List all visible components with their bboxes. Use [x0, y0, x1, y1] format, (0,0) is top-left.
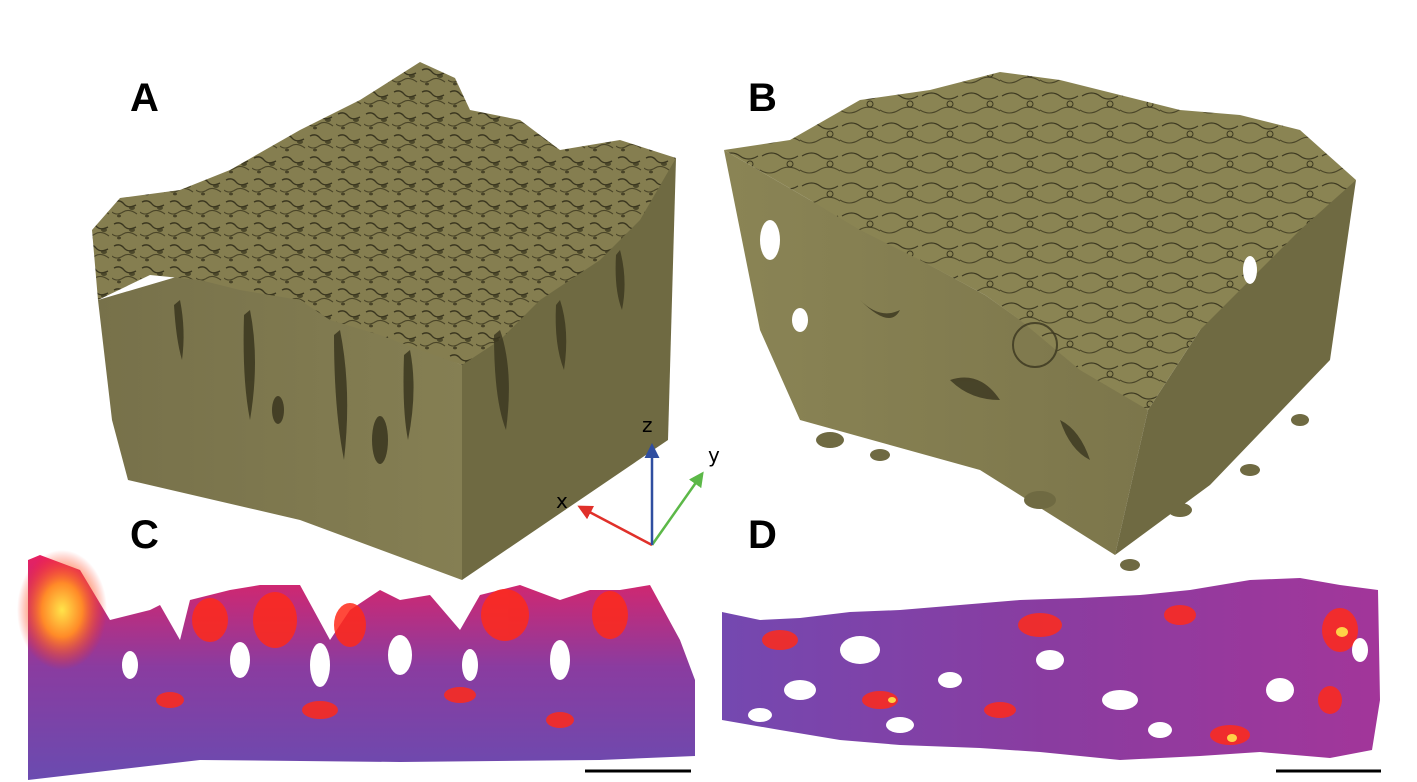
- panel-a-render: [92, 62, 676, 580]
- panel-a-left-face: [98, 270, 462, 580]
- x-axis-arrow: [577, 505, 653, 547]
- y-axis-label: y: [708, 443, 720, 467]
- panel-c-hotspot: [17, 550, 107, 670]
- panel-b-left-face: [724, 150, 1148, 555]
- panel-c-heatmap: [17, 550, 695, 780]
- axis-triad: x y z: [556, 413, 720, 547]
- panel-b-right-face: [1115, 180, 1356, 555]
- panel-a-top-surface: [92, 62, 676, 365]
- panel-label-d: D: [748, 513, 777, 557]
- panel-label-a: A: [130, 76, 159, 120]
- panel-b-render: [724, 72, 1356, 571]
- z-axis-label: z: [642, 413, 653, 437]
- panel-label-b: B: [748, 76, 777, 120]
- x-axis-label: x: [556, 489, 568, 513]
- panel-b-top-surface: [724, 72, 1356, 410]
- panel-label-c: C: [130, 513, 159, 557]
- panel-d-heatmap: [722, 578, 1381, 773]
- y-axis-arrow: [650, 471, 704, 546]
